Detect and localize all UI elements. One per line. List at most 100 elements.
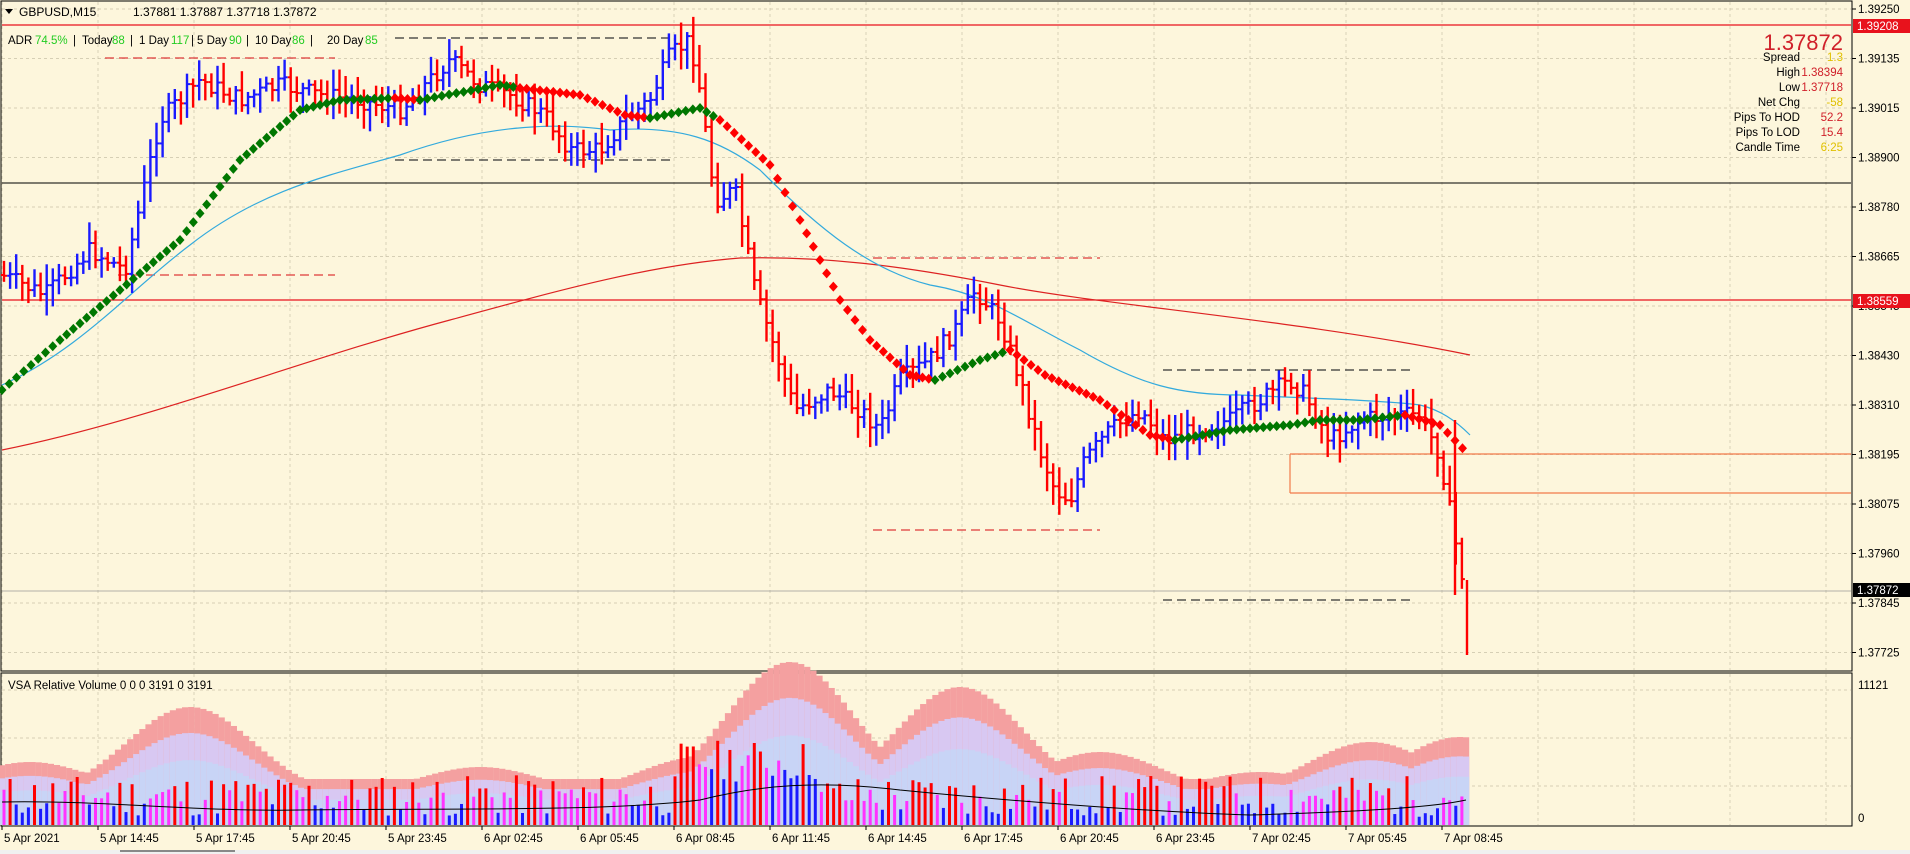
- volume-bar: [868, 789, 872, 825]
- volume-bar: [1448, 800, 1452, 825]
- volume-bar: [14, 804, 18, 825]
- trend-marker: [736, 134, 746, 145]
- trend-marker: [1322, 415, 1332, 425]
- trend-marker: [968, 358, 977, 369]
- trend-marker: [583, 93, 592, 104]
- volume-bar: [1460, 796, 1464, 825]
- volume-bar: [1307, 795, 1311, 825]
- price-tag-label: 1.37872: [1857, 585, 1899, 597]
- trend-marker: [1278, 420, 1288, 431]
- trend-marker: [1370, 413, 1380, 424]
- supply-zone[interactable]: [1289, 453, 1851, 494]
- trend-marker: [562, 88, 572, 99]
- volume-bar: [411, 782, 415, 825]
- volume-bar: [826, 783, 829, 825]
- trend-marker: [659, 110, 669, 121]
- trend-marker: [430, 92, 440, 103]
- trend-marker: [33, 353, 43, 364]
- trend-marker: [1245, 423, 1255, 434]
- volume-bar: [1082, 815, 1086, 825]
- lod-label: Pips To LOD: [1736, 127, 1800, 139]
- trend-marker: [1054, 376, 1064, 387]
- volume-bar: [575, 798, 579, 825]
- volume-bar: [996, 813, 1000, 825]
- volume-bar: [1045, 809, 1049, 825]
- dropdown-arrow-icon[interactable]: [5, 9, 13, 14]
- volume-bars: [0, 662, 1470, 825]
- trend-marker: [885, 352, 895, 363]
- volume-bar: [960, 802, 964, 825]
- trend-marker: [1026, 360, 1036, 370]
- volume-bar: [667, 812, 671, 825]
- volume-bar: [1387, 788, 1391, 825]
- volume-bar: [307, 785, 311, 825]
- trend-marker: [835, 295, 845, 305]
- volume-bar: [1118, 812, 1122, 825]
- trend-marker: [645, 113, 655, 123]
- trend-marker: [322, 98, 332, 109]
- volume-bar: [880, 809, 884, 825]
- range-lines: [105, 37, 1412, 601]
- trend-marker: [55, 335, 65, 345]
- trend-marker: [1252, 422, 1262, 433]
- trend-marker: [702, 107, 712, 117]
- trend-marker: [535, 85, 545, 96]
- volume-bar: [118, 782, 122, 825]
- volume-bar: [838, 783, 842, 825]
- volume-bar: [1222, 786, 1226, 825]
- volume-bar: [1283, 812, 1287, 825]
- adr-sep-5: |: [310, 35, 313, 47]
- trend-marker: [128, 273, 138, 284]
- adr-sep-4: |: [246, 35, 249, 47]
- trend-marker: [990, 350, 1000, 360]
- bottom-scrollbar[interactable]: [0, 850, 1910, 854]
- volume-bar: [222, 784, 226, 825]
- lod-value: 15.4: [1821, 127, 1844, 139]
- volume-bar: [1112, 785, 1116, 825]
- trend-marker: [68, 323, 78, 334]
- volume-bar: [850, 800, 854, 825]
- trend-marker: [1211, 427, 1221, 438]
- price-tag: [1853, 294, 1910, 308]
- trend-marker: [1414, 414, 1424, 424]
- trend-marker: [1204, 428, 1214, 439]
- volume-bar: [338, 801, 341, 825]
- trend-marker: [19, 366, 29, 377]
- trend-marker: [1131, 420, 1141, 430]
- trend-marker: [905, 370, 915, 380]
- low-value: 1.37718: [1801, 82, 1843, 94]
- volume-bar: [514, 775, 518, 825]
- trend-marker: [122, 279, 132, 290]
- volume-bar: [1198, 778, 1202, 825]
- trend-marker: [228, 163, 238, 174]
- trend-marker: [1116, 410, 1126, 420]
- volume-bar: [972, 785, 976, 825]
- volume-bar: [582, 787, 585, 825]
- trend-marker: [315, 100, 325, 110]
- price-axis[interactable]: 1.39250 1.39135 1.39015 1.38900 1.38780 1.386…: [1852, 4, 1910, 660]
- trend-marker: [555, 87, 565, 98]
- trend-marker: [75, 318, 85, 329]
- trend-marker: [349, 94, 359, 105]
- volume-bar: [1423, 813, 1427, 825]
- volume-bar: [1185, 808, 1189, 825]
- trend-marker: [335, 95, 345, 105]
- volume-bar: [606, 813, 610, 825]
- volume-bar: [179, 801, 183, 825]
- volume-bar: [496, 812, 500, 825]
- volume-bar: [216, 813, 219, 825]
- volume-bar: [435, 781, 439, 825]
- volume-bar: [771, 775, 775, 825]
- trend-marker: [12, 372, 21, 383]
- volume-bar: [484, 788, 488, 825]
- price-tick-label: 1.37845: [1858, 598, 1900, 610]
- volume-bar: [1070, 808, 1073, 825]
- trend-marker: [1328, 415, 1338, 425]
- volume-bar: [417, 802, 421, 825]
- volume-bar: [392, 786, 396, 825]
- volume-bar: [1173, 814, 1177, 825]
- bid-price-large: 1.37872: [1763, 30, 1843, 55]
- time-tick-label: 6 Apr 17:45: [964, 833, 1023, 845]
- symbol-label: GBPUSD,M15: [19, 5, 97, 19]
